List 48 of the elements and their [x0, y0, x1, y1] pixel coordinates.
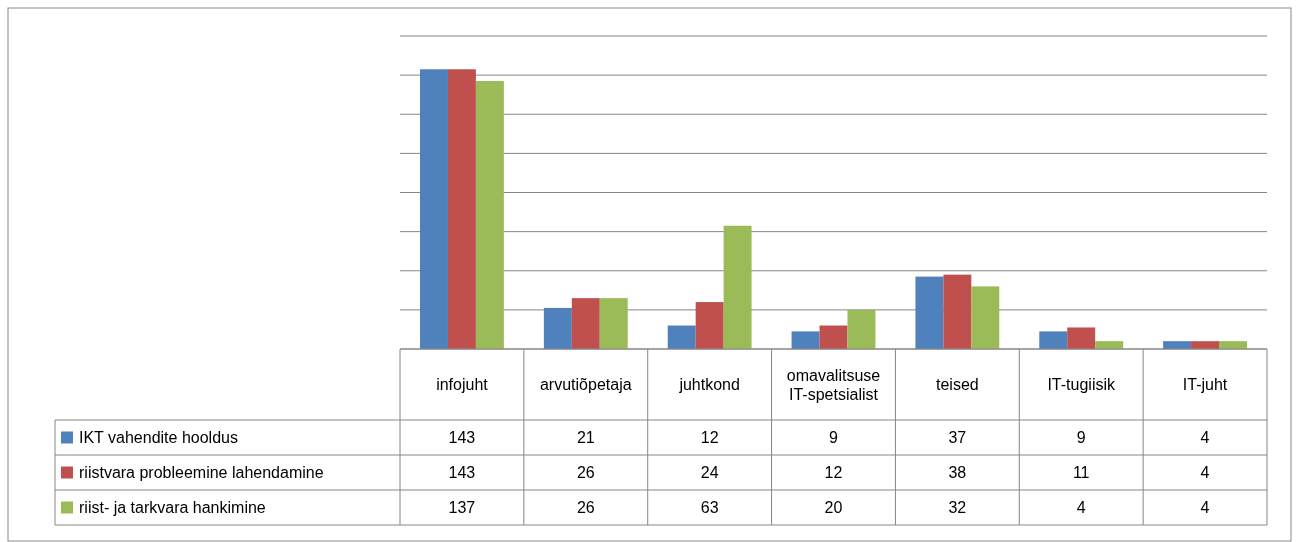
data-label: 20: [824, 499, 843, 517]
data-label: 4: [1200, 429, 1210, 447]
bar: [723, 225, 752, 349]
data-label: 11: [1072, 464, 1090, 482]
data-label: 26: [576, 499, 595, 517]
data-label: 63: [700, 499, 719, 517]
bar: [420, 69, 448, 349]
bar: [791, 331, 820, 349]
x-tick-label: teised: [936, 376, 979, 394]
x-tick-label: arvutiõpetaja: [539, 376, 632, 394]
bar: [599, 298, 628, 349]
data-label: 4: [1076, 499, 1086, 517]
bar: [819, 325, 848, 349]
bar: [475, 80, 504, 349]
bar: [667, 325, 696, 349]
data-label: 12: [700, 429, 719, 447]
data-label: 9: [829, 429, 839, 447]
bar: [1039, 331, 1068, 349]
bar: [971, 286, 1000, 349]
data-label: 143: [448, 464, 476, 482]
data-label: 32: [948, 499, 967, 517]
bar: [571, 298, 600, 349]
bar: [543, 307, 572, 349]
data-label: 37: [948, 429, 967, 447]
data-label: 12: [824, 464, 843, 482]
bar: [943, 274, 972, 349]
x-tick-label: omavalitsuse IT-spetsialist: [786, 366, 881, 403]
x-tick-label: IT-tugiisik: [1047, 376, 1116, 394]
x-tick-label: IT-juht: [1182, 376, 1228, 394]
bar: [1067, 327, 1096, 349]
legend-label: riistvara probleemine lahendamine: [79, 464, 324, 482]
data-label: 137: [448, 499, 476, 517]
legend-label: IKT vahendite hooldus: [79, 429, 238, 447]
data-label: 4: [1200, 499, 1210, 517]
data-label: 26: [576, 464, 595, 482]
x-tick-label: infojuht: [436, 376, 489, 394]
data-label: 9: [1076, 429, 1086, 447]
bar: [915, 276, 944, 349]
data-label: 24: [700, 464, 719, 482]
x-tick-label: juhtkond: [678, 376, 740, 394]
bar: [695, 302, 724, 349]
bar: [447, 69, 476, 349]
bar: [847, 309, 876, 349]
legend-label: riist- ja tarkvara hankimine: [79, 499, 266, 517]
data-label: 21: [576, 429, 595, 447]
data-label: 4: [1200, 464, 1210, 482]
data-label: 38: [948, 464, 967, 482]
data-label: 143: [448, 429, 476, 447]
